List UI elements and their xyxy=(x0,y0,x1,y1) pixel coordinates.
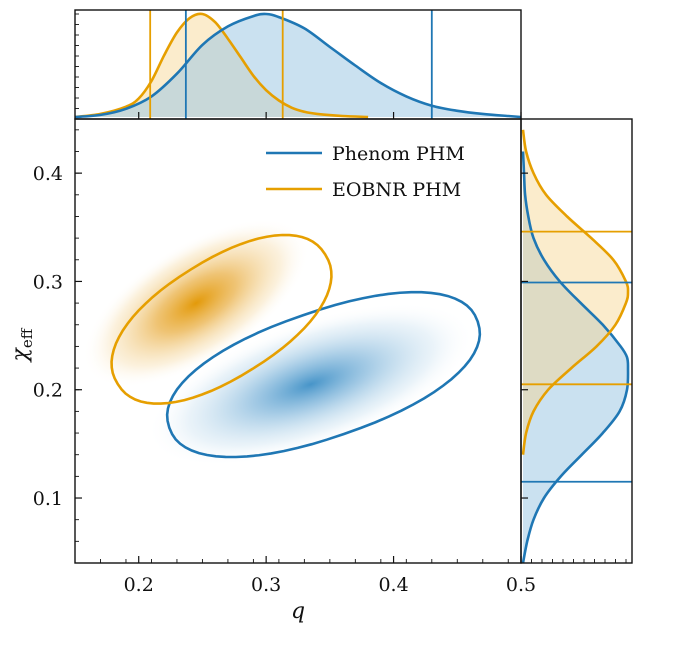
joint-posterior-panel: Phenom PHM EOBNR PHM xyxy=(74,118,522,564)
q-marginal-panel xyxy=(74,9,522,120)
x-tick-label: 0.5 xyxy=(506,574,536,596)
y-tick-label: 0.2 xyxy=(33,380,63,402)
svg-text:χeff: χeff xyxy=(8,327,36,363)
x-tick-label: 0.2 xyxy=(124,574,154,596)
legend: Phenom PHM EOBNR PHM xyxy=(266,143,465,201)
joint-panel-frame xyxy=(74,118,522,564)
chi-eff-marginal-ticks xyxy=(520,172,627,563)
y-tick-label: 0.1 xyxy=(33,488,63,510)
y-tick-labels: 0.1 0.2 0.3 0.4 xyxy=(33,163,63,510)
y-axis-label-subscript: eff xyxy=(18,327,36,348)
phenom-joint-density xyxy=(147,302,474,466)
y-tick-label: 0.3 xyxy=(33,271,63,293)
x-tick-labels: 0.2 0.3 0.4 0.5 xyxy=(124,574,537,596)
eobnr-chi-density-line xyxy=(521,129,630,455)
joint-panel-ticks xyxy=(74,129,522,564)
x-axis-label: q xyxy=(291,599,305,624)
eobnr-joint-density xyxy=(82,218,310,388)
y-tick-label: 0.4 xyxy=(33,163,63,185)
phenom-chi-density-line xyxy=(521,151,630,563)
chi-eff-marginal-panel xyxy=(520,118,633,564)
phenom-chi-density-fill xyxy=(523,151,629,563)
phenom-q-density-line xyxy=(75,12,521,119)
legend-label-eobnr: EOBNR PHM xyxy=(332,179,461,201)
eobnr-90-contour xyxy=(110,233,333,405)
phenom-90-contour xyxy=(165,290,482,459)
y-axis-label-symbol: χ xyxy=(8,346,33,363)
y-axis-label: χeff xyxy=(8,327,36,363)
legend-label-phenom: Phenom PHM xyxy=(332,143,465,165)
x-tick-label: 0.3 xyxy=(251,574,281,596)
eobnr-chi-density-fill xyxy=(523,129,629,455)
x-tick-label: 0.4 xyxy=(378,574,408,596)
